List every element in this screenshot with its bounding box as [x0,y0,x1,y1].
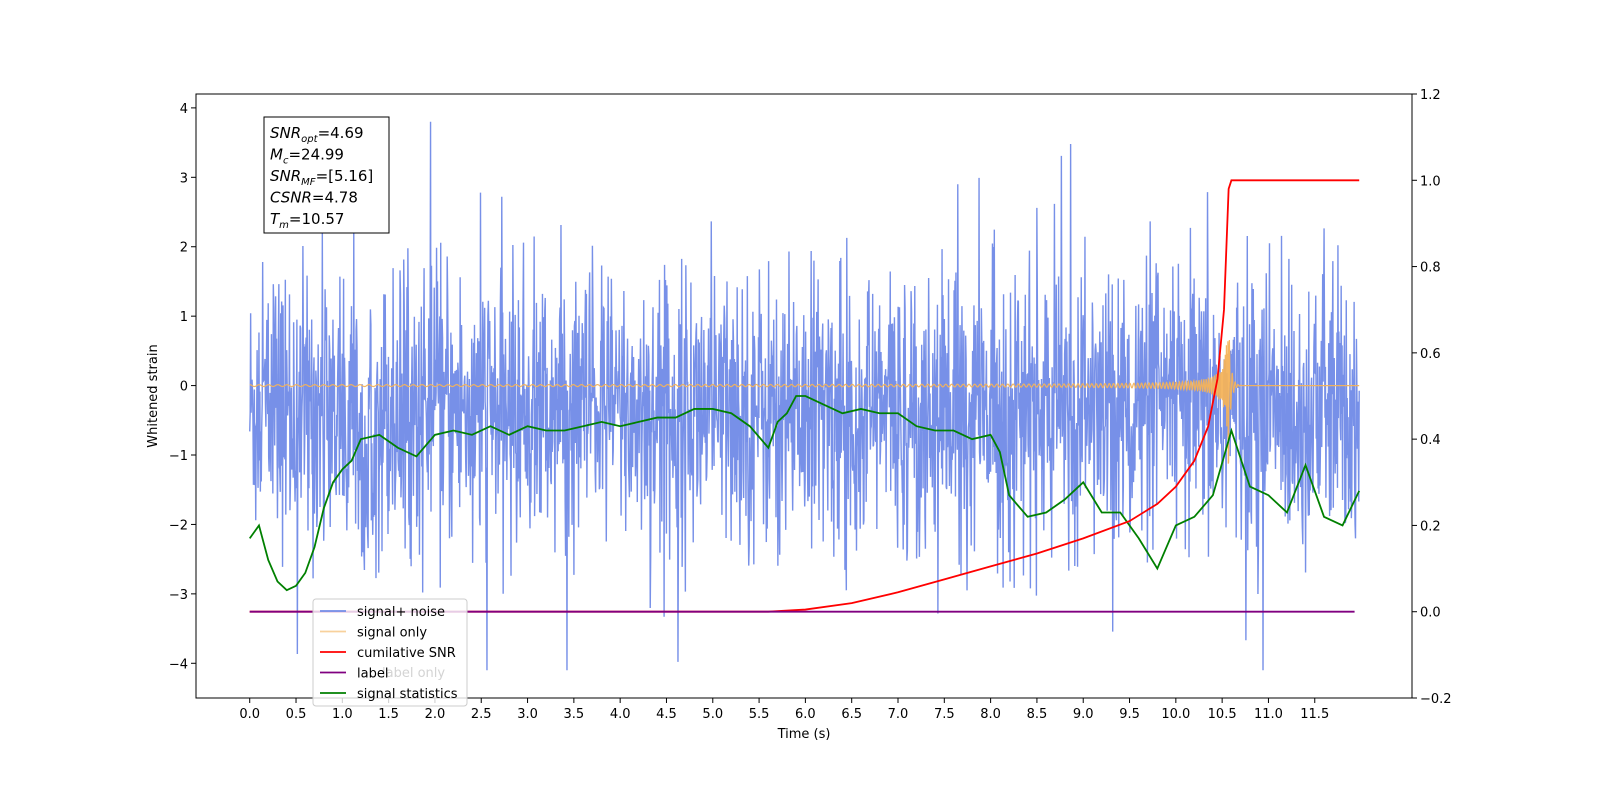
x-tick-label: 4.0 [610,707,631,722]
x-tick-label: 2.0 [425,707,446,722]
y-tick-label: −2 [169,518,188,533]
y-axis-left: 4 3 2 1 0 −1 −2 −3 −4 [169,102,196,672]
x-tick-label: 9.5 [1119,707,1140,722]
x-tick-label: 10.0 [1161,707,1190,722]
x-tick-label: 5.5 [749,707,770,722]
y2-tick-label: 0.0 [1420,606,1441,621]
cumulative-snr-line [249,179,1360,613]
y-tick-label: 4 [180,102,188,117]
x-tick-label: 4.5 [656,707,677,722]
y2-tick-label: 0.8 [1420,261,1441,276]
y2-tick-label: 1.2 [1420,88,1441,103]
x-tick-label: 3.0 [517,707,538,722]
x-tick-label: 6.5 [841,707,862,722]
x-tick-label: 1.0 [332,707,353,722]
x-tick-label: 8.5 [1027,707,1048,722]
x-tick-label: 11.5 [1300,707,1329,722]
y-tick-label: −4 [169,657,188,672]
y-tick-label: −3 [169,588,188,603]
x-tick-label: 2.5 [471,707,492,722]
x-tick-label: 3.5 [564,707,585,722]
y2-tick-label: 0.2 [1420,519,1441,534]
x-tick-label: 11.0 [1254,707,1283,722]
y-tick-label: 1 [180,310,188,325]
x-tick-label: 1.5 [378,707,399,722]
signal-statistics-line [248,395,1361,592]
signal-only-line [249,339,1360,464]
signal-noise-line [249,121,1360,671]
y-tick-label: 3 [180,171,188,186]
x-axis-label: Time (s) [777,727,831,742]
legend-overlap-text-faint: label only [382,666,445,681]
y-tick-label: 2 [180,241,188,256]
legend-label: signal statistics [357,687,458,702]
x-tick-label: 7.5 [934,707,955,722]
signal-only-series [249,339,1360,464]
stats-line: Tm=10.57 [270,210,344,231]
y2-tick-label: 0.4 [1420,433,1441,448]
y2-tick-label: −0.2 [1420,692,1452,707]
y-tick-label: −1 [169,449,188,464]
stats-line: CSNR=4.78 [270,189,358,207]
stats-box-frame [263,116,390,234]
signal-statistics-series [248,395,1361,592]
stats-line: SNRMF=[5.16] [270,167,373,188]
cumulative-snr-series [249,179,1360,613]
y-axis-right: 1.2 1.0 0.8 0.6 0.4 0.2 0.0 −0.2 [1412,88,1452,707]
x-tick-label: 0.5 [286,707,307,722]
x-tick-label: 5.0 [702,707,723,722]
x-axis: 0.0 0.5 1.0 1.5 2.0 2.5 3.0 3.5 4.0 4.5 5.0 5.5 6.0 6… [239,698,1329,722]
x-tick-label: 10.5 [1208,707,1237,722]
stats-line: Mc=24.99 [270,146,344,167]
legend-label: signal only [357,626,427,641]
stats-line: SNRopt=4.69 [270,124,364,145]
plot-area-frame [195,93,1413,699]
x-tick-label: 9.0 [1073,707,1094,722]
x-tick-label: 0.0 [239,707,260,722]
x-tick-label: 7.0 [888,707,909,722]
x-tick-label: 8.0 [980,707,1001,722]
y-tick-label: 0 [180,380,188,395]
signal-noise-series [249,121,1360,671]
legend-label: label [357,667,388,682]
y2-tick-label: 1.0 [1420,174,1441,189]
stats-annotation-box: SNRopt=4.69Mc=24.99SNRMF=[5.16]CSNR=4.78… [263,116,390,234]
legend-frame [312,598,468,707]
x-tick-label: 6.0 [795,707,816,722]
legend-label: signal+ noise [357,605,445,620]
y2-tick-label: 0.6 [1420,347,1441,362]
legend-label: cumilative SNR [357,646,456,661]
y-axis-label: Whitened strain [146,344,161,447]
